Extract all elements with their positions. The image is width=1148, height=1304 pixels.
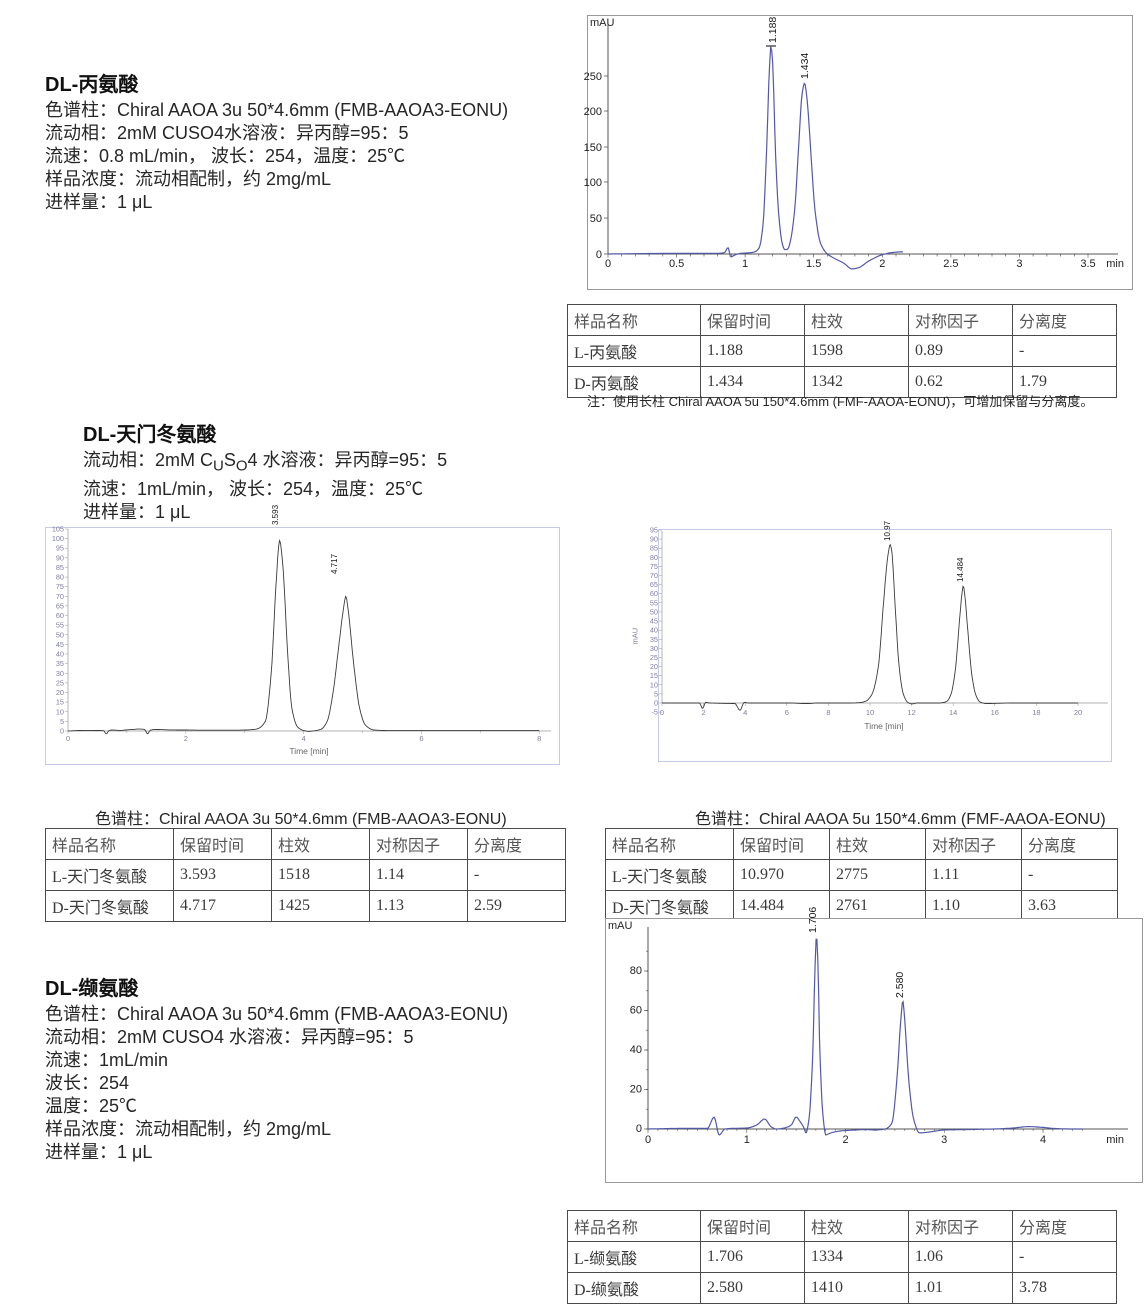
svg-text:150: 150 xyxy=(584,142,602,154)
svg-text:18: 18 xyxy=(1032,708,1040,717)
svg-text:65: 65 xyxy=(56,601,64,610)
svg-text:4.717: 4.717 xyxy=(330,553,339,574)
svg-text:55: 55 xyxy=(56,621,64,630)
svg-text:6: 6 xyxy=(785,708,789,717)
svg-text:70: 70 xyxy=(650,571,658,580)
svg-text:105: 105 xyxy=(52,525,64,534)
svg-text:4: 4 xyxy=(1040,1134,1046,1146)
svg-text:0: 0 xyxy=(605,258,611,270)
svg-text:4: 4 xyxy=(743,708,747,717)
svg-text:35: 35 xyxy=(56,659,64,668)
svg-text:55: 55 xyxy=(650,598,658,607)
svg-text:100: 100 xyxy=(584,177,602,189)
svg-text:25: 25 xyxy=(56,678,64,687)
svg-text:50: 50 xyxy=(56,630,64,639)
svg-text:0: 0 xyxy=(60,727,64,736)
svg-text:2.5: 2.5 xyxy=(943,258,958,270)
svg-text:12: 12 xyxy=(907,708,915,717)
svg-text:10: 10 xyxy=(650,680,658,689)
svg-text:15: 15 xyxy=(56,698,64,707)
svg-text:1.434: 1.434 xyxy=(799,53,811,79)
svg-text:30: 30 xyxy=(56,669,64,678)
svg-text:15: 15 xyxy=(650,671,658,680)
svg-text:90: 90 xyxy=(56,553,64,562)
svg-text:5: 5 xyxy=(654,689,658,698)
svg-text:1: 1 xyxy=(742,258,748,270)
svg-text:mAU: mAU xyxy=(590,17,615,29)
svg-text:1.188: 1.188 xyxy=(767,17,779,43)
svg-text:75: 75 xyxy=(56,582,64,591)
svg-text:20: 20 xyxy=(1074,708,1082,717)
svg-text:2: 2 xyxy=(702,708,706,717)
svg-text:2.580: 2.580 xyxy=(894,972,906,998)
svg-text:3.593: 3.593 xyxy=(271,504,280,525)
svg-text:95: 95 xyxy=(650,526,658,535)
svg-text:50: 50 xyxy=(650,607,658,616)
svg-text:40: 40 xyxy=(56,650,64,659)
svg-text:Time [min]: Time [min] xyxy=(289,746,328,756)
svg-text:16: 16 xyxy=(991,708,999,717)
svg-text:200: 200 xyxy=(584,106,602,118)
svg-text:2: 2 xyxy=(184,734,188,743)
svg-text:60: 60 xyxy=(650,589,658,598)
svg-text:10: 10 xyxy=(866,708,874,717)
svg-text:min: min xyxy=(1106,258,1124,270)
svg-text:85: 85 xyxy=(650,544,658,553)
svg-text:4: 4 xyxy=(302,734,306,743)
svg-text:mAU: mAU xyxy=(608,920,633,932)
svg-text:80: 80 xyxy=(56,573,64,582)
svg-text:3: 3 xyxy=(941,1134,947,1146)
svg-text:2: 2 xyxy=(879,258,885,270)
svg-text:45: 45 xyxy=(650,617,658,626)
svg-text:20: 20 xyxy=(650,662,658,671)
svg-text:40: 40 xyxy=(630,1044,642,1056)
svg-text:5: 5 xyxy=(60,717,64,726)
svg-text:3: 3 xyxy=(1016,258,1022,270)
svg-text:0: 0 xyxy=(596,249,602,261)
svg-text:45: 45 xyxy=(56,640,64,649)
svg-text:1: 1 xyxy=(744,1134,750,1146)
svg-text:60: 60 xyxy=(56,611,64,620)
svg-text:0: 0 xyxy=(636,1123,642,1135)
svg-text:-5: -5 xyxy=(652,708,659,717)
svg-text:8: 8 xyxy=(537,734,541,743)
svg-text:3.5: 3.5 xyxy=(1080,258,1095,270)
svg-text:0: 0 xyxy=(645,1134,651,1146)
svg-text:35: 35 xyxy=(650,635,658,644)
svg-text:2: 2 xyxy=(842,1134,848,1146)
svg-text:250: 250 xyxy=(584,71,602,83)
svg-text:90: 90 xyxy=(650,535,658,544)
svg-text:85: 85 xyxy=(56,563,64,572)
svg-text:min: min xyxy=(1106,1134,1124,1146)
svg-text:Time [min]: Time [min] xyxy=(864,721,903,731)
svg-text:1.706: 1.706 xyxy=(807,907,819,933)
svg-text:80: 80 xyxy=(630,965,642,977)
svg-text:100: 100 xyxy=(52,534,64,543)
svg-text:20: 20 xyxy=(630,1084,642,1096)
svg-text:10.97: 10.97 xyxy=(883,520,892,541)
svg-text:20: 20 xyxy=(56,688,64,697)
svg-text:50: 50 xyxy=(590,213,602,225)
svg-text:60: 60 xyxy=(630,1005,642,1017)
svg-text:30: 30 xyxy=(650,644,658,653)
svg-text:25: 25 xyxy=(650,653,658,662)
svg-text:0: 0 xyxy=(654,699,658,708)
svg-text:10: 10 xyxy=(56,707,64,716)
svg-text:0: 0 xyxy=(66,734,70,743)
svg-text:1.5: 1.5 xyxy=(806,258,821,270)
svg-text:95: 95 xyxy=(56,544,64,553)
svg-text:0: 0 xyxy=(660,708,664,717)
svg-text:14.484: 14.484 xyxy=(956,557,965,582)
svg-text:80: 80 xyxy=(650,553,658,562)
svg-text:14: 14 xyxy=(949,708,957,717)
svg-text:8: 8 xyxy=(826,708,830,717)
svg-text:40: 40 xyxy=(650,626,658,635)
svg-text:0.5: 0.5 xyxy=(669,258,684,270)
svg-text:70: 70 xyxy=(56,592,64,601)
svg-text:75: 75 xyxy=(650,562,658,571)
svg-text:6: 6 xyxy=(419,734,423,743)
svg-text:65: 65 xyxy=(650,580,658,589)
